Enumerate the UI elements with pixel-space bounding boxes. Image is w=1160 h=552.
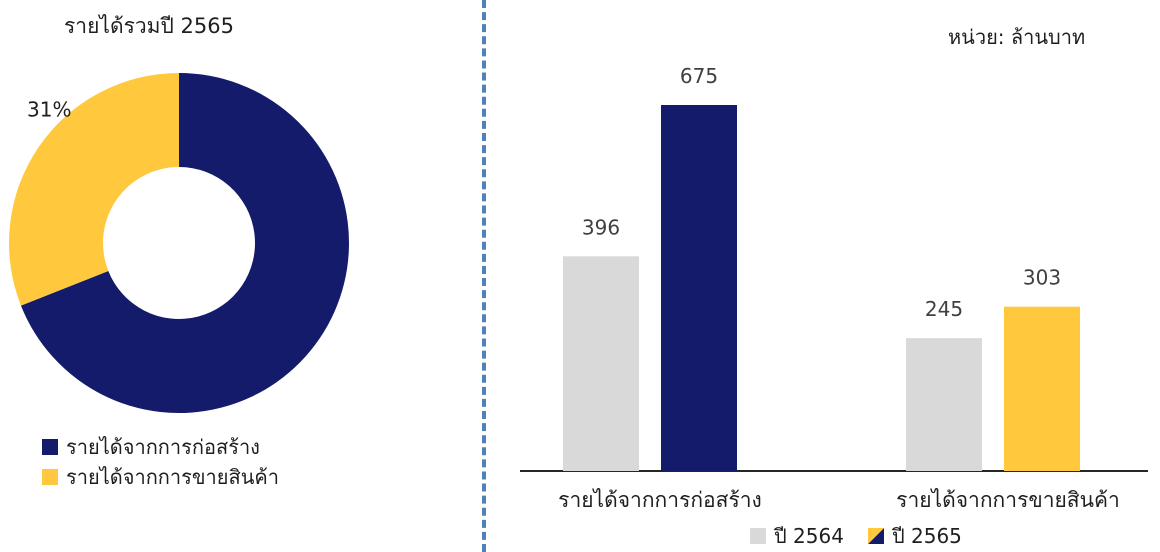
pie-title: รายได้รวมปี 2565 xyxy=(64,14,234,38)
legend-swatch-navy xyxy=(42,439,58,455)
pie-chart: 69% 31% xyxy=(9,73,359,413)
bar-legend-item-2564: ปี 2564 xyxy=(750,524,844,548)
pie-slice-construction xyxy=(20,73,349,413)
bar-construction-2565 xyxy=(661,105,737,471)
legend-swatch-yellow xyxy=(42,469,58,485)
split-swatch-icon xyxy=(867,528,884,544)
legend-swatch-split xyxy=(867,528,884,544)
pie-legend-item-sales: รายได้จากการขายสินค้า xyxy=(42,462,279,492)
bar-legend: ปี 2564 ปี 2565 xyxy=(750,524,962,548)
legend-label-2565: ปี 2565 xyxy=(891,524,962,548)
legend-label-sales: รายได้จากการขายสินค้า xyxy=(66,465,279,489)
bar-legend-item-2565: ปี 2565 xyxy=(867,524,962,548)
category-label-construction: รายได้จากการก่อสร้าง xyxy=(558,488,762,512)
bar-construction-2564 xyxy=(563,256,639,471)
section-divider xyxy=(482,0,486,552)
pie-legend: รายได้จากการก่อสร้าง รายได้จากการขายสินค… xyxy=(42,432,279,492)
category-label-sales: รายได้จากการขายสินค้า xyxy=(896,488,1120,512)
pie-slice-sales xyxy=(9,73,180,306)
legend-label-2564: ปี 2564 xyxy=(774,524,844,548)
bar-value-construction-2565: 675 xyxy=(680,64,718,88)
legend-label-construction: รายได้จากการก่อสร้าง xyxy=(66,435,260,459)
bar-sales-2564 xyxy=(906,338,982,471)
pie-label-sales: 31% xyxy=(27,97,71,121)
bar-sales-2565 xyxy=(1004,306,1080,471)
bar-value-sales-2565: 303 xyxy=(1023,266,1061,290)
unit-label: หน่วย: ล้านบาท xyxy=(948,25,1086,49)
legend-swatch-gray xyxy=(750,528,766,544)
pie-label-construction: 69% xyxy=(315,355,359,379)
pie-legend-item-construction: รายได้จากการก่อสร้าง xyxy=(42,432,279,462)
bar-value-construction-2564: 396 xyxy=(582,215,620,239)
bar-value-sales-2564: 245 xyxy=(925,297,963,321)
